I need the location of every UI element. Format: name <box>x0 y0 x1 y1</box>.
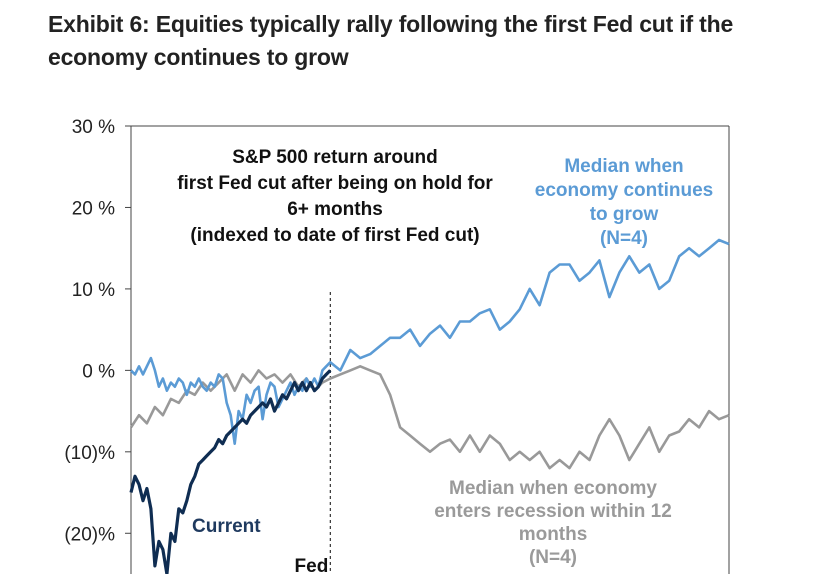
series-line-median-recession <box>129 365 730 470</box>
median-grow-label: Median when economy continues to grow (N=4) <box>535 156 713 249</box>
series-line-median-grow <box>130 238 730 445</box>
y-tick-label: 0 % <box>82 361 115 382</box>
plot-frame <box>130 125 730 574</box>
title-line-2: economy continues to grow <box>48 44 349 70</box>
chart-annotations: S&P 500 return around first Fed cut after… <box>177 147 713 568</box>
series-line-current <box>129 369 332 574</box>
y-tick-label: (10)% <box>64 443 115 464</box>
series-lines <box>129 238 730 574</box>
y-axis: 30 % 20 % 10 % 0 % (10)% (20)% <box>64 117 131 545</box>
title-line-1: Exhibit 6: Equities typically rally foll… <box>48 11 734 37</box>
y-tick-label: 20 % <box>72 198 115 219</box>
fed-cut-label: Fed <box>295 556 329 574</box>
current-label: Current <box>192 516 261 537</box>
y-tick-label: 30 % <box>72 117 115 138</box>
fed-cut-marker: Fed <box>295 292 331 574</box>
y-tick-label: 10 % <box>72 280 115 301</box>
median-recession-label: Median when economy enters recession with… <box>434 478 672 568</box>
exhibit-title: Exhibit 6: Equities typically rally foll… <box>48 8 808 74</box>
chart-title: S&P 500 return around first Fed cut after… <box>177 147 493 246</box>
y-tick-label: (20)% <box>64 524 115 545</box>
